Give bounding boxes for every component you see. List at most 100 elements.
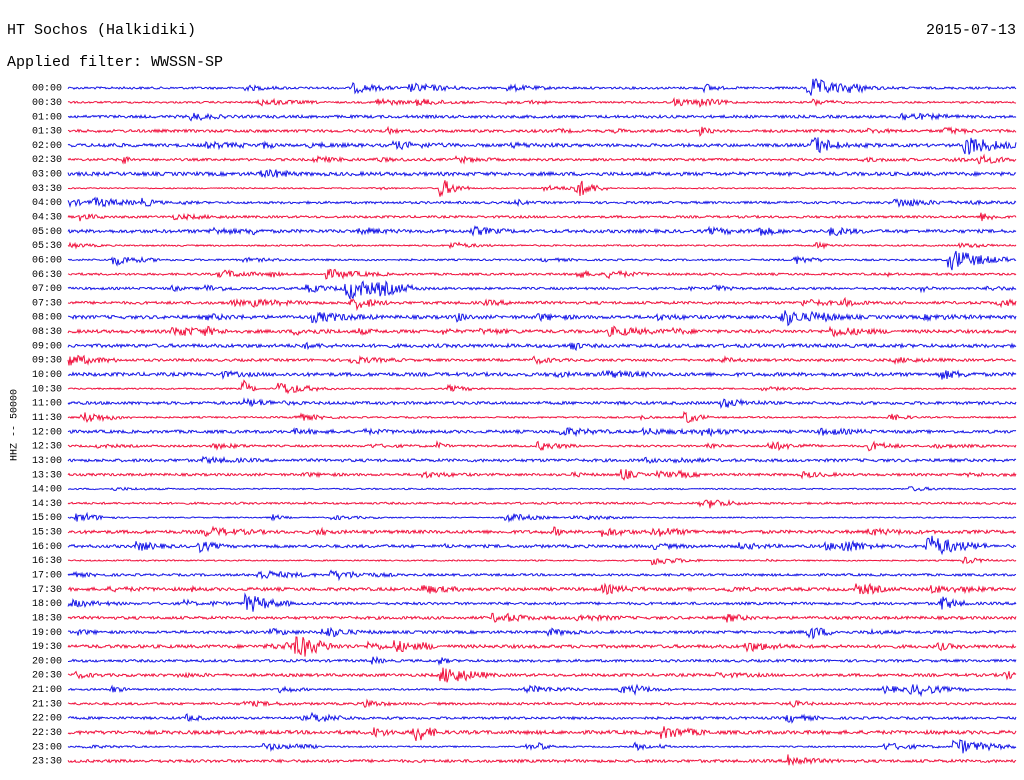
axis-label: HHZ -- 50000 (10, 389, 21, 461)
trace (67, 325, 1017, 338)
row-label: 00:30 (32, 98, 62, 109)
trace (67, 455, 1017, 465)
trace (67, 410, 1017, 423)
row-label: 09:00 (32, 341, 62, 352)
trace (67, 180, 1017, 197)
trace (67, 469, 1017, 481)
row-label: 05:30 (32, 241, 62, 252)
row-label: 12:30 (32, 442, 62, 453)
row-label: 10:30 (32, 384, 62, 395)
row-label: 13:00 (32, 456, 62, 467)
row-label: 10:00 (32, 370, 62, 381)
trace (67, 112, 1017, 122)
trace (67, 667, 1017, 683)
row-label: 07:30 (32, 298, 62, 309)
trace (67, 683, 1017, 698)
trace (67, 212, 1017, 222)
trace (67, 153, 1017, 165)
row-label: 22:00 (32, 714, 62, 725)
trace (67, 397, 1017, 409)
row-label: 08:00 (32, 313, 62, 324)
trace (67, 225, 1017, 237)
trace (67, 626, 1017, 640)
row-label: 15:30 (32, 528, 62, 539)
trace (67, 440, 1017, 452)
trace (67, 556, 1017, 566)
trace (67, 582, 1017, 595)
row-label: 17:30 (32, 585, 62, 596)
row-label: 06:00 (32, 255, 62, 266)
row-label: 09:30 (32, 356, 62, 367)
row-label: 12:00 (32, 427, 62, 438)
trace (67, 726, 1017, 742)
trace (67, 592, 1017, 612)
trace (67, 168, 1017, 179)
row-label: 16:00 (32, 542, 62, 553)
row-label: 16:30 (32, 556, 62, 567)
trace (67, 268, 1017, 280)
trace (67, 241, 1017, 250)
row-label: 18:30 (32, 613, 62, 624)
trace (67, 498, 1017, 509)
trace (67, 125, 1017, 137)
row-label: 20:30 (32, 671, 62, 682)
trace (67, 196, 1017, 208)
row-label: 04:00 (32, 198, 62, 209)
trace (67, 426, 1017, 438)
row-label: 06:30 (32, 270, 62, 281)
row-label: 17:00 (32, 570, 62, 581)
trace (67, 354, 1017, 366)
row-label: 01:30 (32, 127, 62, 138)
trace (67, 379, 1017, 395)
row-label: 13:30 (32, 470, 62, 481)
trace (67, 341, 1017, 352)
row-label: 19:00 (32, 628, 62, 639)
row-label: 23:00 (32, 742, 62, 753)
row-label: 03:30 (32, 184, 62, 195)
rows: 00:00 00:30 01:00 01:30 02:00 02:30 03:00 03:30… (32, 77, 1017, 768)
date: 2015-07-13 (926, 22, 1016, 39)
row-label: 03:00 (32, 170, 62, 181)
row-label: 22:30 (32, 728, 62, 739)
trace (67, 711, 1017, 724)
row-label: 11:00 (32, 399, 62, 410)
row-label: 04:30 (32, 213, 62, 224)
trace (67, 296, 1017, 312)
row-label: 21:30 (32, 699, 62, 710)
row-label: 15:00 (32, 513, 62, 524)
trace (67, 739, 1017, 754)
row-label: 00:00 (32, 84, 62, 95)
row-label: 20:00 (32, 656, 62, 667)
row-label: 14:00 (32, 485, 62, 496)
row-label: 23:30 (32, 757, 62, 768)
trace (67, 569, 1017, 582)
row-label: 02:30 (32, 155, 62, 166)
trace (67, 525, 1017, 538)
row-label: 11:30 (32, 413, 62, 424)
row-label: 02:00 (32, 141, 62, 152)
trace (68, 486, 1017, 492)
row-label: 19:30 (32, 642, 62, 653)
trace (68, 310, 1017, 327)
trace (67, 280, 1017, 300)
trace (67, 698, 1017, 709)
row-label: 21:00 (32, 685, 62, 696)
trace (67, 636, 1017, 657)
row-label: 01:00 (32, 112, 62, 123)
trace (67, 511, 1017, 523)
trace (67, 754, 1017, 767)
trace (67, 136, 1017, 155)
row-label: 08:30 (32, 327, 62, 338)
trace (67, 250, 1017, 271)
row-label: 05:00 (32, 227, 62, 238)
trace (67, 612, 1017, 623)
trace (67, 77, 1017, 96)
row-label: 07:00 (32, 284, 62, 295)
row-label: 14:30 (32, 499, 62, 510)
trace (67, 535, 1017, 556)
row-label: 18:00 (32, 599, 62, 610)
trace (68, 655, 1017, 666)
trace (67, 369, 1017, 380)
station-title: HT Sochos (Halkidiki) (7, 22, 196, 39)
